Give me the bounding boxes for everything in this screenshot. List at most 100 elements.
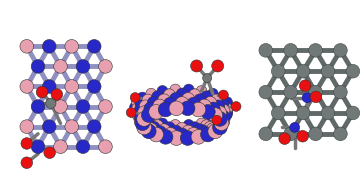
Circle shape xyxy=(182,93,194,105)
Circle shape xyxy=(302,93,312,103)
Circle shape xyxy=(76,100,90,113)
Circle shape xyxy=(201,120,212,132)
Circle shape xyxy=(284,85,297,99)
Circle shape xyxy=(170,125,182,138)
Circle shape xyxy=(51,89,63,100)
Circle shape xyxy=(201,127,215,142)
Circle shape xyxy=(217,98,229,110)
Circle shape xyxy=(139,100,152,113)
Circle shape xyxy=(183,119,194,130)
Circle shape xyxy=(43,80,56,93)
Circle shape xyxy=(203,74,212,83)
Circle shape xyxy=(135,112,147,124)
Circle shape xyxy=(21,157,33,169)
Circle shape xyxy=(157,86,168,96)
Circle shape xyxy=(139,118,152,130)
Circle shape xyxy=(144,123,158,136)
Circle shape xyxy=(216,112,227,122)
Circle shape xyxy=(134,110,148,124)
Circle shape xyxy=(321,106,335,120)
Circle shape xyxy=(147,96,160,109)
Circle shape xyxy=(158,129,173,144)
Circle shape xyxy=(31,140,45,153)
Circle shape xyxy=(76,60,90,73)
Circle shape xyxy=(31,100,45,113)
Circle shape xyxy=(43,120,56,133)
Circle shape xyxy=(189,122,201,133)
Circle shape xyxy=(180,101,195,116)
Circle shape xyxy=(201,91,212,103)
Circle shape xyxy=(206,123,220,136)
Circle shape xyxy=(191,102,206,117)
Circle shape xyxy=(272,64,285,78)
Circle shape xyxy=(210,117,222,128)
Circle shape xyxy=(176,122,188,134)
Circle shape xyxy=(130,93,140,102)
Circle shape xyxy=(207,88,218,99)
Circle shape xyxy=(201,105,215,119)
Circle shape xyxy=(146,115,157,126)
Circle shape xyxy=(207,115,218,126)
Circle shape xyxy=(214,116,229,131)
Circle shape xyxy=(175,128,189,142)
Circle shape xyxy=(212,60,224,72)
Circle shape xyxy=(218,90,228,100)
Circle shape xyxy=(131,97,142,108)
Circle shape xyxy=(213,112,227,126)
Circle shape xyxy=(279,133,290,144)
Circle shape xyxy=(142,117,154,128)
Circle shape xyxy=(217,112,229,124)
Circle shape xyxy=(137,112,151,126)
Circle shape xyxy=(163,127,177,141)
Circle shape xyxy=(138,119,151,132)
Circle shape xyxy=(142,124,156,139)
Circle shape xyxy=(65,80,79,93)
Circle shape xyxy=(126,108,136,117)
Circle shape xyxy=(196,86,207,96)
Circle shape xyxy=(142,94,154,106)
Circle shape xyxy=(259,85,273,99)
Circle shape xyxy=(131,107,142,118)
Circle shape xyxy=(99,60,112,73)
Circle shape xyxy=(180,131,195,145)
Circle shape xyxy=(309,127,323,141)
Circle shape xyxy=(20,120,33,133)
Circle shape xyxy=(213,120,227,135)
Circle shape xyxy=(87,40,101,53)
Circle shape xyxy=(46,98,56,108)
Circle shape xyxy=(134,104,147,117)
Circle shape xyxy=(134,115,148,128)
Circle shape xyxy=(54,60,67,73)
Circle shape xyxy=(219,109,232,122)
Circle shape xyxy=(163,122,175,133)
Circle shape xyxy=(296,106,310,120)
Circle shape xyxy=(194,124,206,136)
Circle shape xyxy=(169,131,184,145)
Circle shape xyxy=(309,43,323,57)
Circle shape xyxy=(137,120,151,135)
Circle shape xyxy=(231,101,241,111)
Circle shape xyxy=(158,94,170,107)
Circle shape xyxy=(76,140,90,153)
Circle shape xyxy=(163,89,175,101)
Circle shape xyxy=(272,106,285,120)
Circle shape xyxy=(176,88,188,100)
Circle shape xyxy=(21,138,33,149)
Circle shape xyxy=(20,40,33,53)
Circle shape xyxy=(135,116,150,131)
Circle shape xyxy=(175,97,189,110)
Circle shape xyxy=(137,112,148,122)
Circle shape xyxy=(309,85,323,99)
Circle shape xyxy=(213,106,226,119)
Circle shape xyxy=(142,108,156,122)
Circle shape xyxy=(191,60,203,72)
Circle shape xyxy=(138,106,151,119)
Circle shape xyxy=(208,108,222,122)
Circle shape xyxy=(204,96,217,109)
Circle shape xyxy=(65,40,79,53)
Circle shape xyxy=(222,107,233,118)
Circle shape xyxy=(217,104,230,117)
Circle shape xyxy=(213,119,226,132)
Circle shape xyxy=(170,119,181,130)
Circle shape xyxy=(87,80,101,93)
